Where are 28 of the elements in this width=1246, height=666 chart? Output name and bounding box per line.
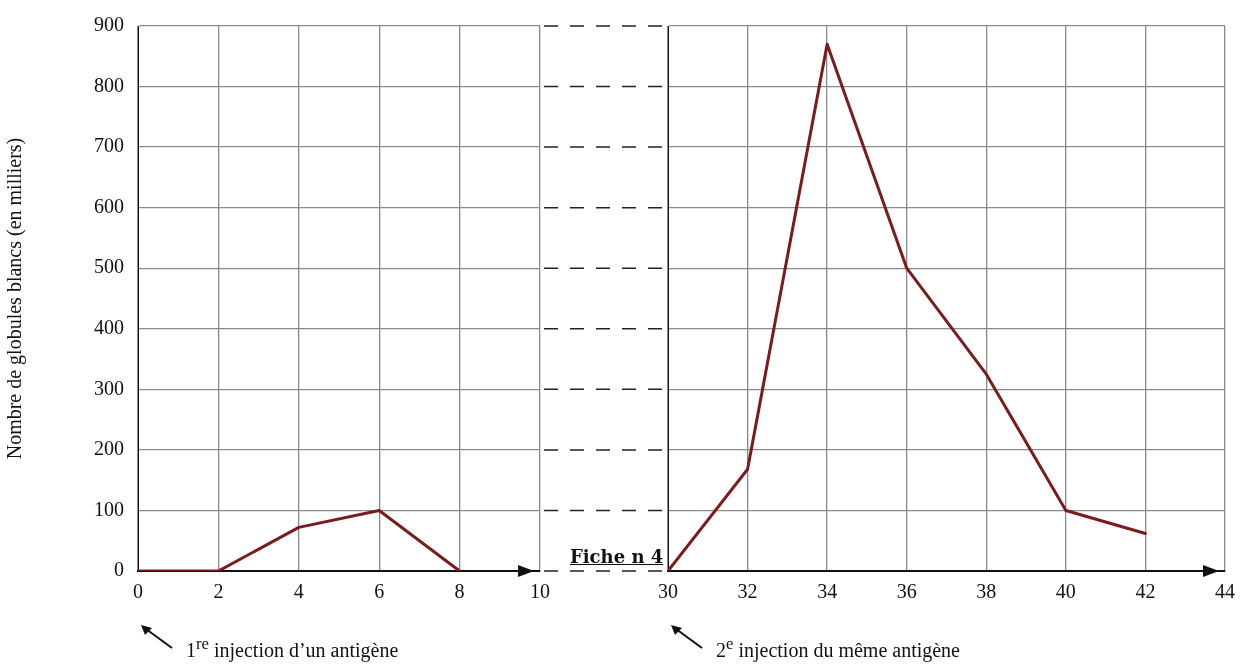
y-tick-label: 800 <box>94 73 124 96</box>
x-tick-label: 2 <box>213 580 224 603</box>
y-tick-label: 600 <box>94 194 124 217</box>
text: 2$^{e}$ injection du même antigène <box>716 634 960 662</box>
x-tick-label: 0 <box>133 580 143 603</box>
x-tick-label: 40 <box>1055 580 1076 603</box>
x-tick-label: 42 <box>1135 580 1156 603</box>
y-tick-label: 0 <box>114 558 124 581</box>
x-tick-label: 10 <box>530 580 550 603</box>
x-tick-label: 6 <box>374 580 385 603</box>
x-tick-label: 34 <box>817 580 838 603</box>
y-tick-label: 500 <box>94 255 124 278</box>
x-tick-label: 8 <box>454 580 465 603</box>
y-tick-label: 900 <box>94 13 124 36</box>
x-tick-label: 4 <box>293 580 304 603</box>
y-tick-label: 300 <box>94 376 124 399</box>
x-tick-label: 44 <box>1215 580 1235 603</box>
text: 1$^{re}$ injection d’un antigène <box>186 634 399 662</box>
y-axis-title: Nombre de globules blancs (en milliers) <box>3 137 27 460</box>
text: Fiche n 4 <box>570 546 664 567</box>
y-tick-label: 400 <box>94 316 124 339</box>
y-tick-label: 200 <box>94 437 124 460</box>
x-tick-label: 38 <box>976 580 997 603</box>
x-tick-label: 30 <box>658 580 678 603</box>
y-tick-label: 100 <box>94 497 124 520</box>
y-tick-label: 700 <box>94 134 124 157</box>
x-tick-label: 32 <box>737 580 758 603</box>
x-tick-label: 36 <box>896 580 917 603</box>
